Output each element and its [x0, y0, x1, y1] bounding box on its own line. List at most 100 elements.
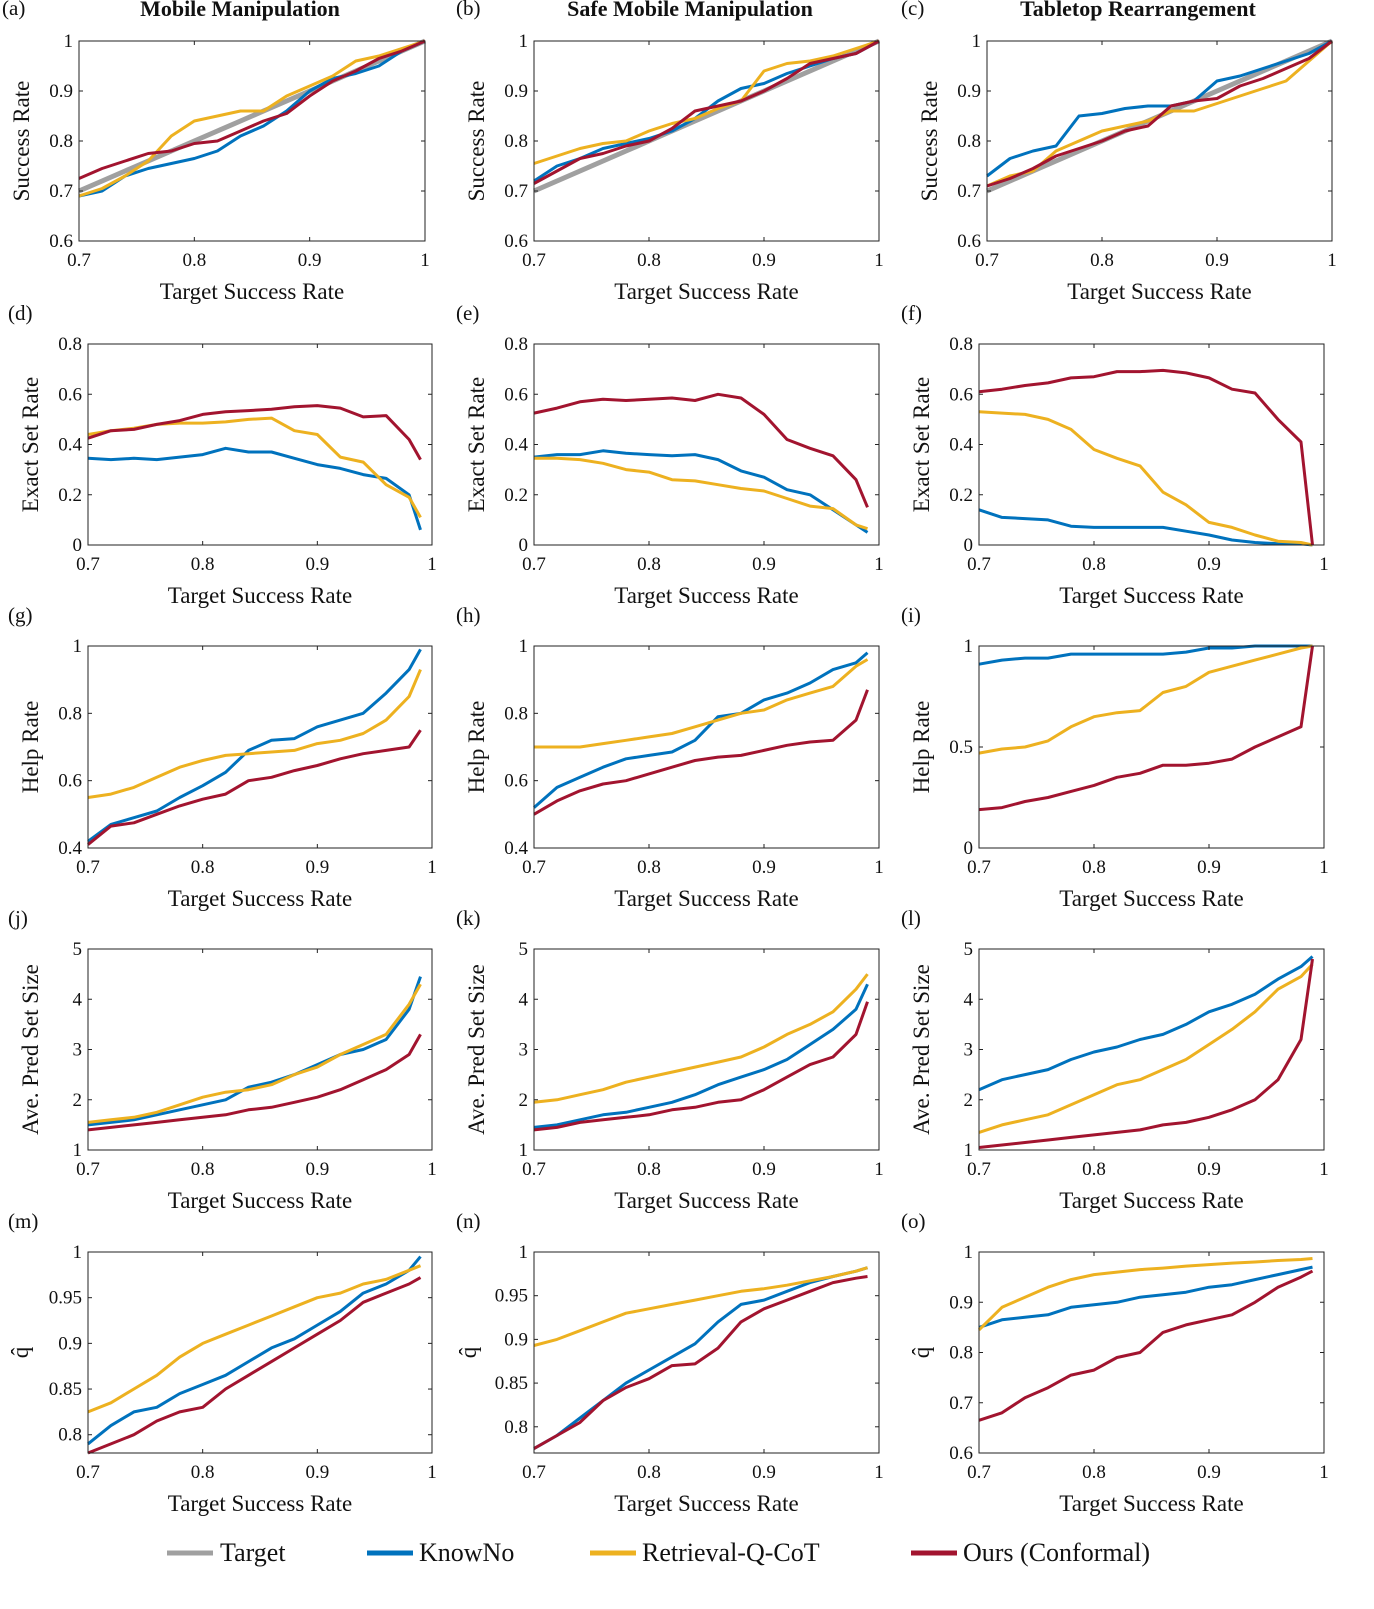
series-line-retrieval-q-cot [978, 644, 1313, 755]
y-tick-label: 1 [964, 1242, 974, 1263]
x-axis-label: Target Success Rate [168, 886, 352, 911]
series-line-retrieval-q-cot [87, 416, 422, 519]
panel-label: (d) [8, 301, 33, 325]
x-axis-label: Target Success Rate [160, 279, 344, 304]
y-axis-label: Help Rate [464, 701, 489, 794]
series-line-knowno [533, 651, 869, 809]
panel-label: (k) [456, 906, 481, 930]
y-tick-label: 0.9 [49, 81, 73, 102]
y-tick-label: 0.2 [504, 485, 528, 506]
x-tick-label: 0.9 [752, 554, 776, 575]
series-line-ours-conformal [533, 689, 869, 816]
y-tick-label: 0.8 [949, 334, 973, 355]
legend: Target KnowNo Retrieval-Q-CoT Ours (Conf… [167, 1538, 1150, 1567]
y-tick-label: 0.7 [957, 181, 981, 202]
y-tick-label: 0.6 [504, 231, 528, 252]
y-tick-label: 1 [64, 31, 74, 52]
x-tick-label: 0.9 [1197, 1159, 1221, 1180]
series-line-knowno [978, 644, 1313, 666]
series-line-retrieval-q-cot [533, 1266, 868, 1347]
plot-frame [533, 343, 880, 546]
y-tick-label: 3 [964, 1040, 974, 1061]
series-line-ours-conformal [87, 729, 422, 846]
x-tick-label: 1 [1319, 554, 1329, 575]
panel-label: (l) [901, 906, 921, 930]
y-tick-label: 0.8 [58, 334, 82, 355]
panel-label: (g) [8, 603, 33, 627]
series-line-ours-conformal [978, 1269, 1314, 1422]
y-tick-label: 2 [73, 1090, 83, 1111]
y-axis-label: Ave. Pred Set Size [464, 964, 489, 1135]
y-tick-label: 0.4 [504, 435, 528, 456]
x-tick-label: 0.7 [76, 1462, 100, 1483]
plot-frame [87, 343, 433, 546]
panel-m: (m) 0.7 0.8 0.9 1 0.8 0.85 0.9 0.95 1 Target Succe… [8, 1209, 437, 1516]
plot-frame [533, 40, 880, 242]
series-line-ours-conformal [533, 1001, 869, 1132]
y-tick-label: 0.95 [495, 1286, 528, 1307]
panel-label: (b) [456, 0, 481, 20]
series-line-retrieval-q-cot [534, 658, 869, 749]
y-tick-label: 1 [73, 1140, 83, 1161]
panel-label: (f) [901, 301, 922, 325]
x-tick-label: 0.7 [967, 1462, 991, 1483]
y-tick-label: 4 [519, 989, 529, 1010]
series-line-knowno [87, 446, 422, 531]
y-tick-label: 1 [73, 1242, 83, 1263]
y-axis-label: Help Rate [18, 701, 43, 794]
x-tick-label: 0.7 [522, 554, 546, 575]
x-tick-label: 0.8 [191, 554, 215, 575]
x-axis-label: Target Success Rate [168, 1491, 352, 1516]
series-line-retrieval-q-cot [534, 456, 868, 531]
series-line-knowno [533, 449, 869, 534]
panel-f: (f) 0.7 0.8 0.9 1 0 0.2 0.4 0.6 0.8 Target Success… [901, 301, 1329, 608]
y-axis-label: q̂ [8, 1346, 33, 1358]
panel-label: (c) [901, 0, 924, 20]
y-tick-label: 0.8 [49, 131, 73, 152]
series-line-ours-conformal [87, 1276, 422, 1455]
x-tick-label: 1 [420, 250, 430, 271]
x-tick-label: 0.8 [182, 250, 206, 271]
y-tick-label: 0.8 [504, 334, 528, 355]
y-tick-label: 0.6 [58, 771, 82, 792]
y-tick-label: 0 [964, 535, 974, 556]
x-axis-label: Target Success Rate [168, 583, 352, 608]
x-tick-label: 0.8 [637, 250, 661, 271]
y-tick-label: 0.9 [58, 1333, 82, 1354]
y-tick-label: 0 [73, 535, 83, 556]
x-axis-label: Target Success Rate [1067, 279, 1251, 304]
y-axis-label: Success Rate [917, 81, 942, 202]
panel-label: (e) [456, 301, 479, 325]
x-tick-label: 1 [427, 554, 437, 575]
x-axis-label: Target Success Rate [1059, 1491, 1243, 1516]
y-tick-label: 0 [519, 535, 529, 556]
panel-label: (m) [8, 1209, 38, 1233]
y-tick-label: 3 [73, 1040, 83, 1061]
y-tick-label: 0.85 [495, 1373, 528, 1394]
x-tick-label: 0.8 [637, 857, 661, 878]
series-line-ours-conformal [986, 39, 1333, 188]
y-tick-label: 5 [73, 939, 83, 960]
y-tick-label: 0 [964, 838, 974, 859]
y-tick-label: 4 [73, 989, 83, 1010]
y-tick-label: 0.6 [58, 384, 82, 405]
panel-g: (g) 0.7 0.8 0.9 1 0.4 0.6 0.8 1 Target Success Ra… [8, 603, 437, 911]
x-tick-label: 0.8 [1082, 554, 1106, 575]
x-tick-label: 0.8 [637, 554, 661, 575]
series-line-retrieval-q-cot [87, 669, 422, 799]
y-tick-label: 5 [964, 939, 974, 960]
x-tick-label: 0.8 [637, 1462, 661, 1483]
y-tick-label: 1 [519, 31, 529, 52]
y-tick-label: 0.6 [504, 771, 528, 792]
y-axis-label: Help Rate [909, 701, 934, 794]
y-tick-label: 0.8 [58, 703, 82, 724]
panel-e: (e) 0.7 0.8 0.9 1 0 0.2 0.4 0.6 0.8 Target Success… [456, 301, 884, 608]
y-axis-label: Ave. Pred Set Size [18, 964, 43, 1135]
y-tick-label: 1 [519, 1242, 529, 1263]
x-axis-label: Target Success Rate [614, 886, 798, 911]
x-axis-label: Target Success Rate [614, 583, 798, 608]
x-tick-label: 0.7 [76, 857, 100, 878]
